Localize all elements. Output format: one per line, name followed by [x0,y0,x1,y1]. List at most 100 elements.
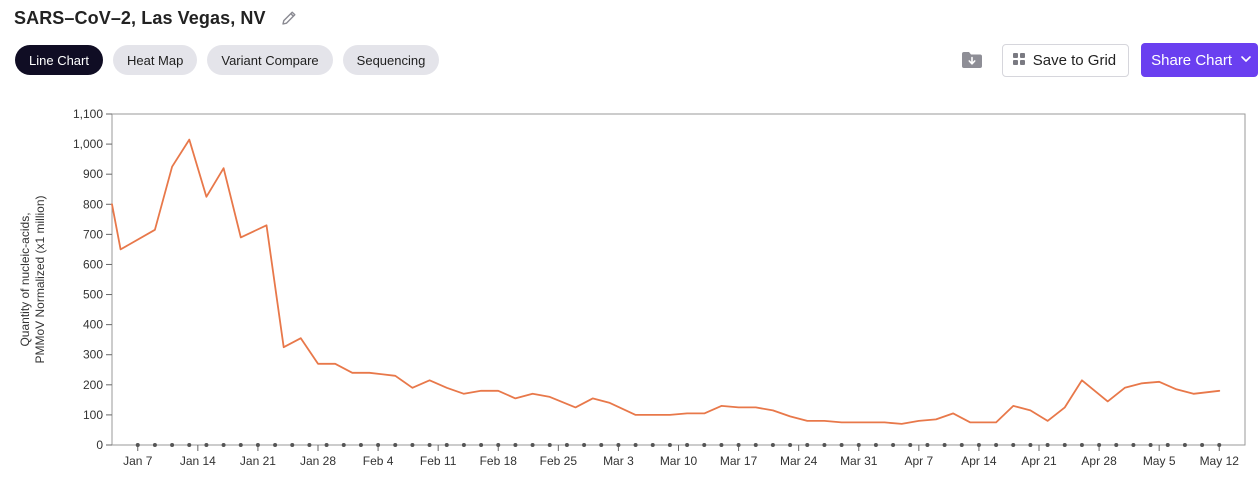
sample-date-marker [187,443,192,447]
sample-date-marker [1079,443,1084,447]
sample-date-marker [873,443,878,447]
sample-date-marker [513,443,518,447]
grid-icon [1012,52,1025,69]
line-chart: Quantity of nucleic-acids, PMMoV Normali… [18,107,1246,468]
share-chart-label: Share Chart [1151,51,1232,69]
x-tick-label: Jan 7 [123,454,153,468]
x-tick-label: Mar 24 [780,454,818,468]
x-tick-label: Mar 31 [840,454,878,468]
chart-actions: Save to Grid Share Chart [961,43,1258,77]
chevron-down-icon [1240,52,1252,69]
y-tick-label: 100 [83,408,103,422]
sample-date-marker [753,443,758,447]
title-row: SARS–CoV–2, Las Vegas, NV [14,6,298,30]
tab-heat-map[interactable]: Heat Map [112,45,198,75]
x-tick-label: Feb 25 [540,454,578,468]
x-tick-label: Mar 3 [603,454,634,468]
sample-date-marker [564,443,569,447]
y-tick-label: 1,000 [73,137,103,151]
folder-download-icon[interactable] [961,49,983,71]
y-tick-label: 600 [83,257,103,271]
y-tick-label: 0 [96,438,103,452]
y-axis-label-line-1: Quantity of nucleic-acids, [18,212,32,346]
x-tick-label: May 5 [1143,454,1176,468]
sample-date-marker [1114,443,1119,447]
page-title: SARS–CoV–2, Las Vegas, NV [14,7,266,28]
save-to-grid-button[interactable]: Save to Grid [1001,43,1130,77]
plot-area-frame [111,113,1246,446]
sample-date-marker [1062,443,1067,447]
sample-date-marker [839,443,844,447]
sample-date-marker [925,443,930,447]
sample-date-marker [341,443,346,447]
pencil-icon[interactable] [280,9,298,27]
sample-date-marker [376,443,381,447]
sample-date-marker [959,443,964,447]
sample-date-marker [856,443,861,447]
sample-date-marker [788,443,793,447]
x-tick-label: Mar 10 [660,454,698,468]
sample-date-marker [135,443,140,447]
sample-date-marker [1028,443,1033,447]
sample-date-marker [1097,443,1102,447]
sample-date-marker [427,443,432,447]
sample-date-marker [1148,443,1153,447]
sample-date-marker [582,443,587,447]
sample-date-marker [942,443,947,447]
x-tick-label: Jan 28 [300,454,336,468]
sample-date-marker [736,443,741,447]
sample-date-marker [1200,443,1205,447]
sample-date-marker [410,443,415,447]
sample-date-marker [170,443,175,447]
sample-date-marker [667,443,672,447]
tab-line-chart[interactable]: Line Chart [15,45,103,75]
sample-date-marker [307,443,312,447]
y-tick-label: 700 [83,227,103,241]
sample-date-marker [461,443,466,447]
sample-date-marker [599,443,604,447]
sample-date-marker [221,443,226,447]
sample-date-marker [822,443,827,447]
sample-date-marker [393,443,398,447]
sample-date-marker [650,443,655,447]
series-line [111,138,1221,425]
sample-date-marker [530,443,535,447]
sample-date-marker [1045,443,1050,447]
save-to-grid-label: Save to Grid [1032,51,1117,69]
sample-date-marker [1182,443,1187,447]
y-tick-label: 800 [83,197,103,211]
x-tick-label: Feb 4 [363,454,394,468]
tab-sequencing[interactable]: Sequencing [342,45,440,75]
sample-date-marker [444,443,449,447]
sample-date-marker [204,443,209,447]
sample-date-marker [994,443,999,447]
tab-variant-compare[interactable]: Variant Compare [207,45,333,75]
sample-date-marker [255,443,260,447]
share-chart-button[interactable]: Share Chart [1141,43,1258,77]
y-tick-label: 300 [83,348,103,362]
x-tick-label: Mar 17 [720,454,758,468]
x-tick-label: Feb 11 [420,454,457,468]
sample-date-marker [770,443,775,447]
sample-date-marker [324,443,329,447]
y-tick-label: 200 [83,378,103,392]
x-tick-label: Apr 14 [961,454,997,468]
x-tick-label: Feb 18 [480,454,518,468]
sample-date-marker [496,443,501,447]
y-tick-label: 500 [83,288,103,302]
sample-date-marker [290,443,295,447]
chart-type-tabs: Line Chart Heat Map Variant Compare Sequ… [15,45,440,75]
sample-date-marker [238,443,243,447]
x-tick-label: May 12 [1200,454,1240,468]
x-tick-label: Apr 7 [904,454,933,468]
y-tick-label: 900 [83,167,103,181]
sample-date-marker [685,443,690,447]
x-tick-label: Jan 21 [240,454,276,468]
sample-date-marker [616,443,621,447]
y-tick-label: 1,100 [73,107,103,121]
sample-date-marker [702,443,707,447]
sample-date-marker [1011,443,1016,447]
sample-date-marker [805,443,810,447]
sample-date-marker [358,443,363,447]
sample-date-marker [547,443,552,447]
